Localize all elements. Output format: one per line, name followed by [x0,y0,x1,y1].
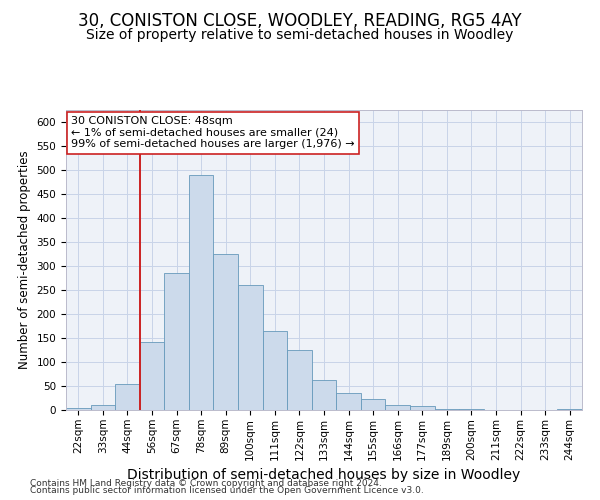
Bar [459,409,484,410]
Bar [410,406,434,410]
Bar [189,175,214,410]
Bar [164,273,189,410]
Bar [214,254,238,410]
Bar [238,285,263,410]
Bar [263,331,287,410]
Bar [336,393,361,410]
Bar [66,408,91,410]
Bar [385,405,410,410]
Bar [91,405,115,410]
Bar [115,384,140,410]
Bar [287,350,312,410]
Y-axis label: Number of semi-detached properties: Number of semi-detached properties [18,150,31,370]
Bar [140,342,164,410]
Text: 30, CONISTON CLOSE, WOODLEY, READING, RG5 4AY: 30, CONISTON CLOSE, WOODLEY, READING, RG… [78,12,522,30]
Bar [361,399,385,410]
Text: 30 CONISTON CLOSE: 48sqm
← 1% of semi-detached houses are smaller (24)
99% of se: 30 CONISTON CLOSE: 48sqm ← 1% of semi-de… [71,116,355,149]
Text: Contains HM Land Registry data © Crown copyright and database right 2024.: Contains HM Land Registry data © Crown c… [30,478,382,488]
Text: Contains public sector information licensed under the Open Government Licence v3: Contains public sector information licen… [30,486,424,495]
Bar [312,380,336,410]
Bar [434,408,459,410]
Bar [557,408,582,410]
Text: Size of property relative to semi-detached houses in Woodley: Size of property relative to semi-detach… [86,28,514,42]
X-axis label: Distribution of semi-detached houses by size in Woodley: Distribution of semi-detached houses by … [127,468,521,482]
